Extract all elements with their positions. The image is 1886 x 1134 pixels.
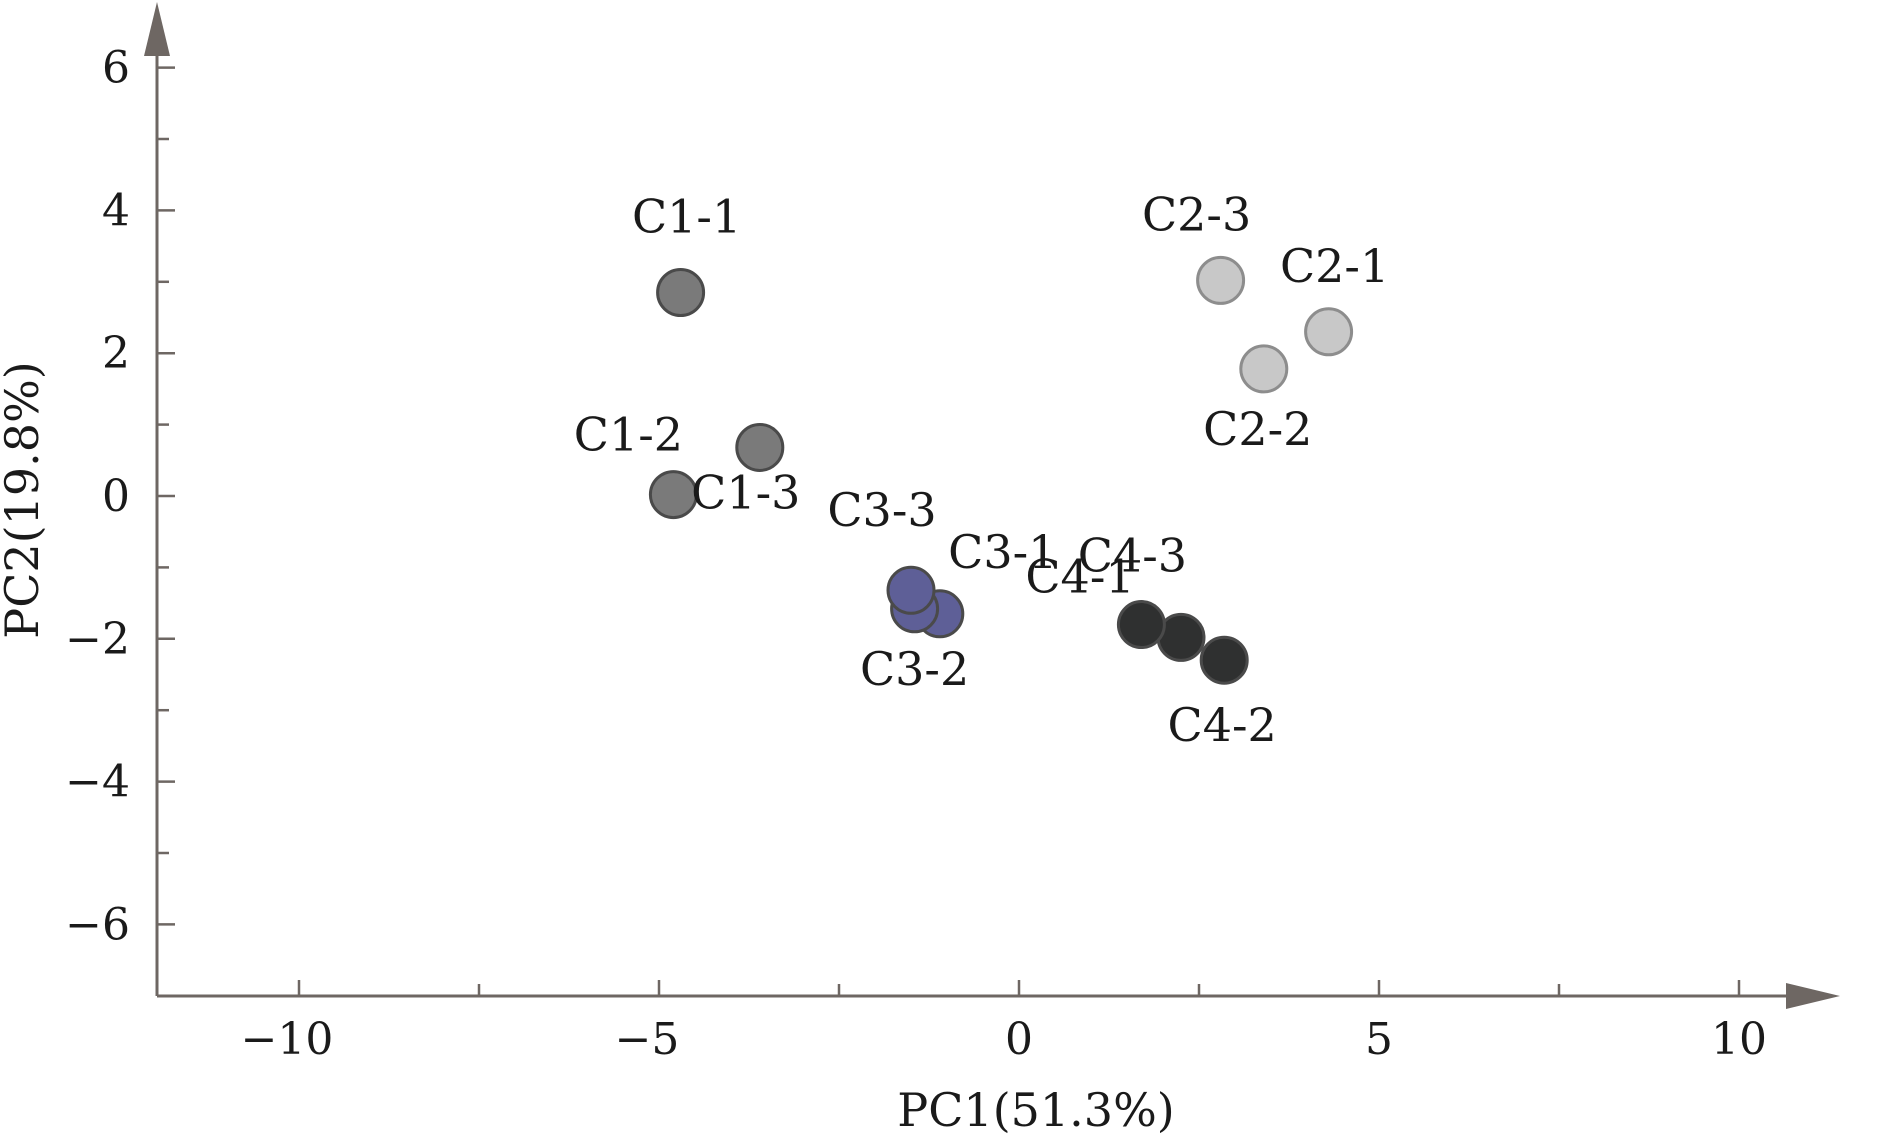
point-label-c3-2: C3-2 (860, 642, 969, 696)
data-point-c1-3 (735, 422, 785, 472)
axes: −10 −5 0 5 10 −6 −4 −2 0 2 4 6 (65, 2, 1840, 1065)
y-tick-label: 6 (102, 43, 130, 94)
y-tick-label: 4 (102, 185, 130, 236)
x-tick-label: 5 (1365, 1014, 1393, 1065)
x-axis-arrow (1786, 983, 1840, 1009)
data-point-c2-1 (1304, 307, 1354, 357)
x-tick-label: 0 (1005, 1014, 1033, 1065)
point-label-c2-1: C2-1 (1280, 239, 1389, 293)
point-label-c4-1: C4-1 (1025, 549, 1134, 603)
data-points (648, 255, 1354, 685)
y-tick-label: −4 (65, 757, 130, 808)
x-tick-label: −10 (241, 1014, 334, 1065)
y-axis-label: PC2(19.8%) (0, 361, 49, 638)
data-point-c1-1 (656, 268, 706, 318)
point-label-c3-3: C3-3 (827, 483, 936, 537)
y-tick-label: −6 (65, 899, 130, 950)
point-labels: C1-1 C1-2C1-3 C2-1 C2-2 C2-3 C3-1 C3-2 C3-3 C4-1… (574, 187, 1389, 752)
point-label-c2-2: C2-2 (1203, 402, 1312, 456)
y-tick-label: −2 (65, 614, 130, 665)
data-point-c4-2 (1199, 635, 1249, 685)
x-axis-label: PC1(51.3%) (897, 1083, 1174, 1134)
point-label-c4-3: C4-3 (1078, 529, 1187, 583)
y-tick-label: 2 (102, 328, 130, 379)
data-point-c2-3 (1196, 255, 1246, 305)
point-label-c4-2: C4-2 (1168, 698, 1277, 752)
y-tick-label: 0 (102, 471, 130, 522)
x-tick-label: 10 (1711, 1014, 1767, 1065)
point-label-c1-1: C1-1 (632, 190, 741, 244)
data-point-c1-2 (648, 470, 698, 520)
point-label-c3-1: C3-1 (948, 525, 1057, 579)
point-label-c1-2: C1-2 (574, 408, 683, 462)
x-tick-label: −5 (615, 1014, 680, 1065)
point-label-c1-3: C1-3 (691, 465, 800, 519)
y-axis-arrow (144, 2, 170, 56)
point-label-c2-3: C2-3 (1142, 187, 1251, 241)
data-point-c2-2 (1239, 344, 1289, 394)
data-point-c3-3 (886, 565, 936, 615)
data-point-c4-3 (1116, 600, 1166, 650)
